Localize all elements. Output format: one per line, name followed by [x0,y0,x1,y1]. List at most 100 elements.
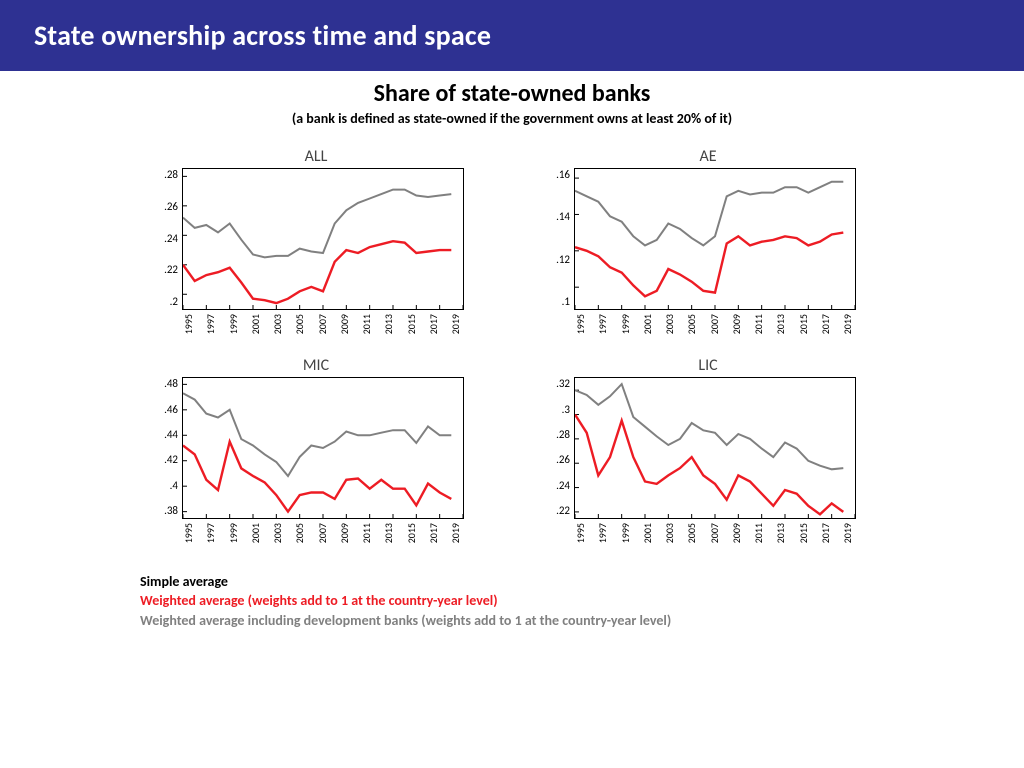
x-tick-label: 1999 [227,523,240,543]
x-tick-label: 2009 [730,314,743,334]
x-axis: 1995199719992001200320052007200920112013… [182,314,462,334]
series-grey [575,182,843,246]
x-tick-label: 2013 [774,523,787,543]
page-title: State ownership across time and space [34,18,491,53]
x-tick-label: 2019 [449,314,462,334]
legend-red: Weighted average (weights add to 1 at th… [140,591,1024,611]
y-tick-label: .28 [164,168,178,181]
x-tick-label: 2009 [338,523,351,543]
x-axis: 1995 1997 1999 2001 2003 2005 2007 2009 2011 2013… [574,523,854,543]
y-tick-label: .24 [556,479,570,492]
x-tick-label: 2011 [752,523,765,543]
plot-area [182,377,464,519]
chart-subtitle: (a bank is defined as state-owned if the… [0,110,1024,127]
y-axis: .28.26.24.22.2 [152,168,182,308]
y-tick-label: .48 [164,377,178,390]
panel-ae: AE.16.14.12.1199519971999200120032005200… [544,147,872,334]
x-tick-label: 2015 [405,523,418,543]
x-tick-label: 2005 [685,523,698,543]
x-tick-label: 1999 [619,523,632,543]
x-tick-label: 2001 [641,523,654,543]
x-tick-label: 2003 [271,523,284,543]
panel-all: ALL.28.26.24.22.219951997199920012003200… [152,147,480,334]
x-tick-label: 2005 [293,523,306,543]
x-tick-label: 1995 [182,523,195,543]
x-tick-label: 2003 [271,314,284,334]
x-tick-label: 1999 [619,314,632,334]
x-tick-label: 2001 [641,314,654,334]
x-tick-label: 2001 [249,523,262,543]
panel-lic: LIC .32 .3 .28 .26 .24 .22 1995 1997 1999 2001 2003… [544,356,872,543]
series-red [575,233,843,297]
x-tick-label: 2005 [685,314,698,334]
y-tick-label: .28 [556,428,570,441]
x-axis: 1995 1997 1999 2001 2003 2005 2007 2009 2011 2013… [182,523,462,543]
y-tick-label: .42 [164,453,178,466]
x-tick-label: 2019 [449,523,462,543]
x-tick-label: 2017 [427,314,440,334]
x-tick-label: 1997 [204,523,217,543]
x-tick-label: 2007 [708,314,721,334]
y-tick-label: .44 [164,428,178,441]
x-tick-label: 2005 [293,314,306,334]
panel-mic: MIC.48.46.44.42.4.3819951997199920012003… [152,356,480,543]
x-tick-label: 2015 [405,314,418,334]
plot-area [182,168,464,310]
y-tick-label: .14 [556,210,570,223]
chart-title: Share of state-owned banks [0,79,1024,108]
series-red [183,241,451,303]
x-tick-label: 2015 [797,314,810,334]
x-tick-label: 2011 [360,523,373,543]
x-tick-label: 2003 [663,523,676,543]
x-tick-label: 2011 [360,314,373,334]
x-tick-label: 2007 [316,523,329,543]
x-tick-label: 2009 [730,523,743,543]
x-tick-label: 2007 [708,523,721,543]
x-tick-label: 1995 [182,314,195,334]
legend-simple: Simple average [140,572,1024,592]
y-tick-label: .12 [556,253,570,266]
y-tick-label: .3 [562,403,570,416]
y-axis: .48.46.44.42.4.38 [152,377,182,517]
y-tick-label: .26 [556,453,570,466]
series-grey [575,384,843,469]
y-tick-label: .22 [556,504,570,517]
x-tick-label: 1997 [204,314,217,334]
x-tick-label: 2019 [841,314,854,334]
x-tick-label: 2013 [382,523,395,543]
panel-title: MIC [152,356,480,375]
x-tick-label: 2011 [752,314,765,334]
chart-grid: ALL .28 .26 .24 .22 .2 1995 1997 1999 2001 2003 200… [152,147,872,544]
panel-title: ALL [152,147,480,166]
y-axis: .32 .3 .28 .26 .24 .22 [544,377,574,517]
series-red [183,442,451,512]
series-red [575,415,843,515]
y-tick-label: .38 [164,504,178,517]
chart-header: Share of state-owned banks (a bank is de… [0,79,1024,127]
x-tick-label: 2009 [338,314,351,334]
x-tick-label: 1999 [227,314,240,334]
x-tick-label: 2017 [819,523,832,543]
x-tick-label: 2013 [774,314,787,334]
panel-title: LIC [544,356,872,375]
x-tick-label: 1997 [596,314,609,334]
x-tick-label: 1995 [574,523,587,543]
y-tick-label: .26 [164,200,178,213]
y-axis: .16 .14 .12 .1 [544,168,574,308]
x-tick-label: 2013 [382,314,395,334]
legend-grey: Weighted average including development b… [140,611,1024,631]
x-tick-label: 2007 [316,314,329,334]
y-tick-label: .32 [556,377,570,390]
x-axis: 1995199719992001200320052007200920112013… [574,314,854,334]
y-tick-label: .16 [556,168,570,181]
plot-area [574,168,856,310]
y-tick-label: .1 [562,295,570,308]
x-tick-label: 2017 [427,523,440,543]
legend-block: Simple average Weighted average (weights… [140,572,1024,631]
y-tick-label: .24 [164,232,178,245]
y-tick-label: .2 [170,295,178,308]
x-tick-label: 1997 [596,523,609,543]
x-tick-label: 2017 [819,314,832,334]
x-tick-label: 1995 [574,314,587,334]
plot-area [574,377,856,519]
